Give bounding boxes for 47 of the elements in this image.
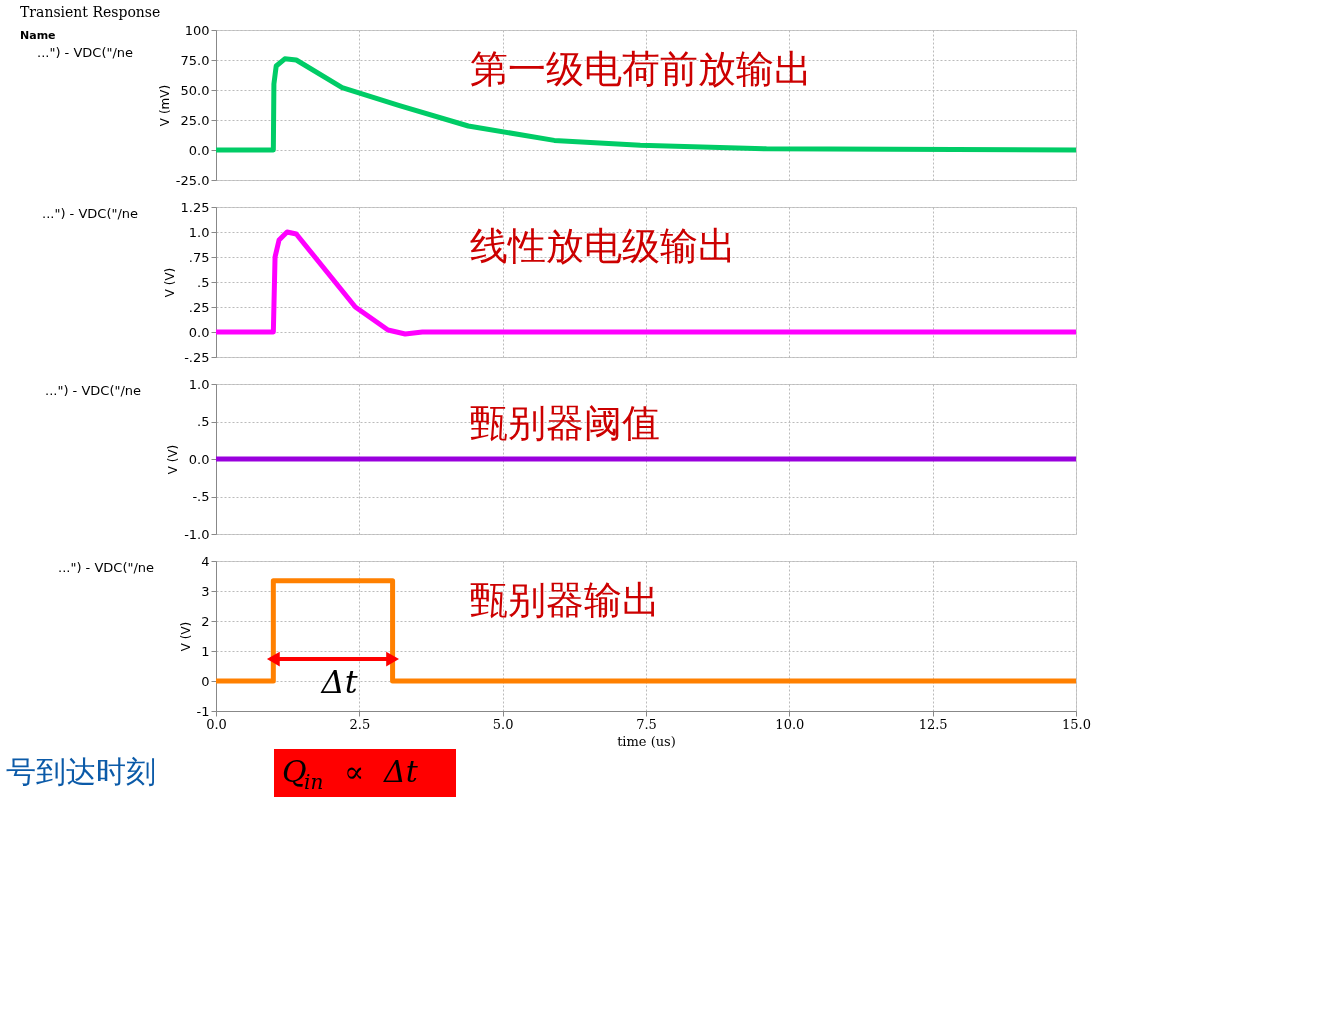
text: Transient Response <box>20 4 161 20</box>
y-tick-label: 4 <box>201 553 210 569</box>
y-tick-label: 0 <box>201 673 210 689</box>
y-tick-label: .25 <box>188 299 210 315</box>
y-tick-label: -1.0 <box>184 526 210 542</box>
y-tick-label: 3 <box>201 583 210 599</box>
y-tick-label: -.5 <box>192 489 210 504</box>
x-tick-label: 15.0 <box>1062 716 1091 732</box>
text: ...") - VDC("/ne <box>42 205 139 221</box>
x-tick-label: 2.5 <box>349 716 371 732</box>
text: ...") - VDC("/ne <box>45 382 142 398</box>
y-tick-label: 0.0 <box>188 324 210 340</box>
annotation: Δt <box>319 663 358 702</box>
x-tick-label: 10.0 <box>775 716 805 732</box>
y-tick-label: .5 <box>197 274 210 290</box>
text: ...") - VDC("/ne <box>37 44 134 60</box>
y-axis-title: V (V) <box>166 444 181 475</box>
text: ...") - VDC("/ne <box>58 559 155 575</box>
text: 号到达时刻 <box>6 754 156 789</box>
y-axis-title: V (mV) <box>157 84 172 127</box>
legend-title: Name <box>20 29 56 42</box>
y-tick-label: 1.25 <box>180 199 210 215</box>
y-tick-label: 100 <box>184 22 210 38</box>
y-tick-label: 75.0 <box>180 52 210 68</box>
y-tick-label: -25.0 <box>175 172 210 188</box>
annotation: 甄别器阈值 <box>469 400 660 445</box>
x-tick-label: 12.5 <box>918 716 948 732</box>
y-tick-label: 1.0 <box>188 224 210 240</box>
y-tick-label: -.25 <box>184 349 210 365</box>
annotation: 甄别器输出 <box>469 577 660 622</box>
y-tick-label: 2 <box>201 613 210 629</box>
x-axis-title: time (us) <box>617 733 676 749</box>
y-tick-label: 0.0 <box>188 142 210 158</box>
annotation: 第一级电荷前放输出 <box>469 46 812 91</box>
y-tick-label: -1 <box>196 703 210 719</box>
y-tick-label: .5 <box>197 414 210 429</box>
y-tick-label: 1 <box>201 643 210 659</box>
y-axis-title: V (V) <box>178 621 193 652</box>
y-tick-label: .75 <box>188 249 210 265</box>
x-tick-label: 7.5 <box>636 716 657 732</box>
y-tick-label: 50.0 <box>180 82 210 98</box>
y-tick-label: 25.0 <box>180 112 210 128</box>
annotation: 线性放电级输出 <box>469 223 736 268</box>
x-tick-label: 5.0 <box>492 716 514 732</box>
y-tick-label: 1.0 <box>188 376 210 392</box>
y-tick-label: 0.0 <box>188 451 210 467</box>
y-axis-title: V (V) <box>162 267 177 298</box>
